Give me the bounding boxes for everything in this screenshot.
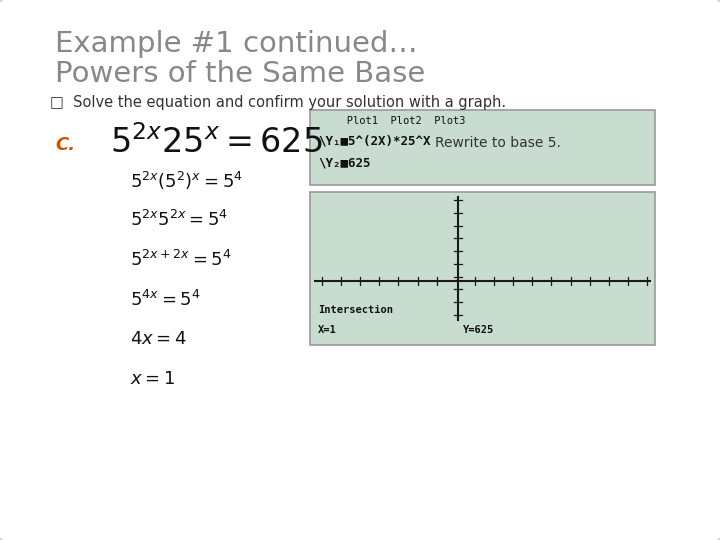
Text: X=1: X=1	[318, 325, 337, 335]
Text: Intersection: Intersection	[318, 305, 393, 315]
Bar	[310, 110, 655, 185]
Text: Y=625: Y=625	[464, 325, 495, 335]
Text: Rewrite to base 5.: Rewrite to base 5.	[435, 136, 561, 150]
Text: $5^{2x}5^{2x} = 5^{4}$: $5^{2x}5^{2x} = 5^{4}$	[130, 210, 228, 230]
Text: Plot1  Plot2  Plot3: Plot1 Plot2 Plot3	[328, 116, 466, 126]
Text: □  Solve the equation and confirm your solution with a graph.: □ Solve the equation and confirm your so…	[50, 95, 506, 110]
Text: \Y₂■625: \Y₂■625	[318, 157, 371, 170]
Text: $5^{2x}\left(5^{2}\right)^{x} = 5^{4}$: $5^{2x}\left(5^{2}\right)^{x} = 5^{4}$	[130, 170, 243, 192]
Text: $5^{4x} = 5^{4}$: $5^{4x} = 5^{4}$	[130, 290, 201, 310]
Text: $5^{2x+2x} = 5^{4}$: $5^{2x+2x} = 5^{4}$	[130, 250, 232, 270]
Text: \Y₁■5^(2X)*25^X: \Y₁■5^(2X)*25^X	[318, 134, 431, 147]
Text: $5^{2x}25^{x} = 625$: $5^{2x}25^{x} = 625$	[110, 125, 323, 160]
Text: $x = 1$: $x = 1$	[130, 370, 175, 388]
Text: C.: C.	[55, 136, 75, 154]
Text: Example #1 continued…: Example #1 continued…	[55, 30, 418, 58]
Text: $4x = 4$: $4x = 4$	[130, 330, 186, 348]
Bar	[310, 192, 655, 345]
Text: Powers of the Same Base: Powers of the Same Base	[55, 60, 426, 88]
